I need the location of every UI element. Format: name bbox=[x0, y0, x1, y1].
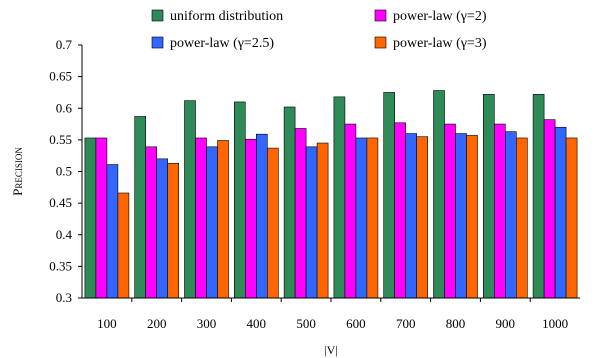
bar bbox=[444, 123, 456, 299]
legend-swatch bbox=[374, 36, 387, 49]
y-tick-label: 0.6 bbox=[56, 100, 73, 115]
y-tick-label: 0.65 bbox=[49, 69, 72, 84]
bar bbox=[245, 138, 257, 299]
legend-label: power-law (γ=3) bbox=[393, 36, 487, 51]
bar bbox=[167, 162, 179, 299]
bar bbox=[394, 122, 407, 299]
bar bbox=[383, 92, 396, 299]
bar bbox=[455, 133, 467, 299]
bar bbox=[466, 135, 478, 299]
bar bbox=[333, 96, 346, 299]
y-tick-label: 0.5 bbox=[56, 164, 72, 179]
bar bbox=[283, 106, 296, 299]
y-tick-label: 0.55 bbox=[49, 132, 72, 147]
x-tick-label: 500 bbox=[296, 316, 316, 331]
bar bbox=[405, 133, 418, 299]
legend-label: uniform distribution bbox=[170, 9, 283, 24]
bar bbox=[156, 158, 168, 299]
bar bbox=[316, 142, 329, 299]
x-tick-label: 200 bbox=[147, 316, 167, 331]
y-tick-label: 0.4 bbox=[56, 227, 73, 242]
x-tick-label: 900 bbox=[496, 316, 516, 331]
bar bbox=[234, 101, 246, 299]
bar bbox=[565, 137, 578, 299]
bar bbox=[217, 140, 229, 299]
x-tick-label: 600 bbox=[346, 316, 366, 331]
legend-label: power-law (γ=2) bbox=[393, 9, 487, 24]
bar bbox=[206, 146, 218, 299]
bar bbox=[184, 100, 196, 299]
x-tick-label: 800 bbox=[446, 316, 466, 331]
y-axis: 0.3 0.35 0.4 0.45 0.5 0.55 0.6 0.65 0.7 bbox=[49, 37, 83, 305]
legend-swatch bbox=[151, 36, 164, 49]
legend-label: power-law (γ=2.5) bbox=[170, 36, 274, 51]
x-tick-label: 400 bbox=[247, 316, 267, 331]
bar bbox=[195, 137, 207, 299]
y-tick-label: 0.35 bbox=[49, 258, 72, 273]
bar bbox=[255, 133, 268, 299]
bar bbox=[305, 146, 318, 299]
bar bbox=[433, 90, 445, 299]
bar bbox=[117, 192, 130, 299]
bar bbox=[543, 119, 556, 299]
y-tick-label: 0.3 bbox=[56, 290, 72, 305]
bar bbox=[145, 146, 157, 299]
x-axis: 100 200 300 400 500 600 700 800 900 1000 bbox=[82, 297, 580, 331]
bar bbox=[266, 147, 279, 299]
x-tick-label: 700 bbox=[396, 316, 416, 331]
x-tick-label: 1000 bbox=[542, 316, 568, 331]
x-axis-title: |V| bbox=[324, 343, 337, 357]
bar bbox=[554, 126, 567, 299]
bar bbox=[344, 123, 357, 299]
y-tick-label: 0.7 bbox=[56, 37, 73, 52]
legend-swatch bbox=[374, 9, 387, 22]
legend: uniform distribution power-law (γ=2) power… bbox=[151, 9, 487, 51]
bar bbox=[106, 164, 119, 299]
bar bbox=[134, 116, 146, 299]
bar bbox=[504, 131, 517, 299]
bar bbox=[493, 123, 506, 299]
bar bbox=[416, 136, 429, 299]
bar bbox=[355, 137, 368, 299]
bar bbox=[532, 94, 545, 299]
y-axis-title: Precision bbox=[10, 147, 25, 196]
x-tick-label: 300 bbox=[197, 316, 217, 331]
bar bbox=[366, 137, 379, 299]
legend-swatch bbox=[151, 9, 164, 22]
bar bbox=[515, 137, 528, 299]
bar bbox=[482, 94, 495, 299]
x-tick-label: 100 bbox=[97, 316, 117, 331]
plot-area bbox=[84, 90, 578, 299]
bar bbox=[84, 137, 97, 299]
y-tick-label: 0.45 bbox=[49, 195, 72, 210]
bar bbox=[95, 137, 108, 299]
bar bbox=[294, 128, 307, 299]
